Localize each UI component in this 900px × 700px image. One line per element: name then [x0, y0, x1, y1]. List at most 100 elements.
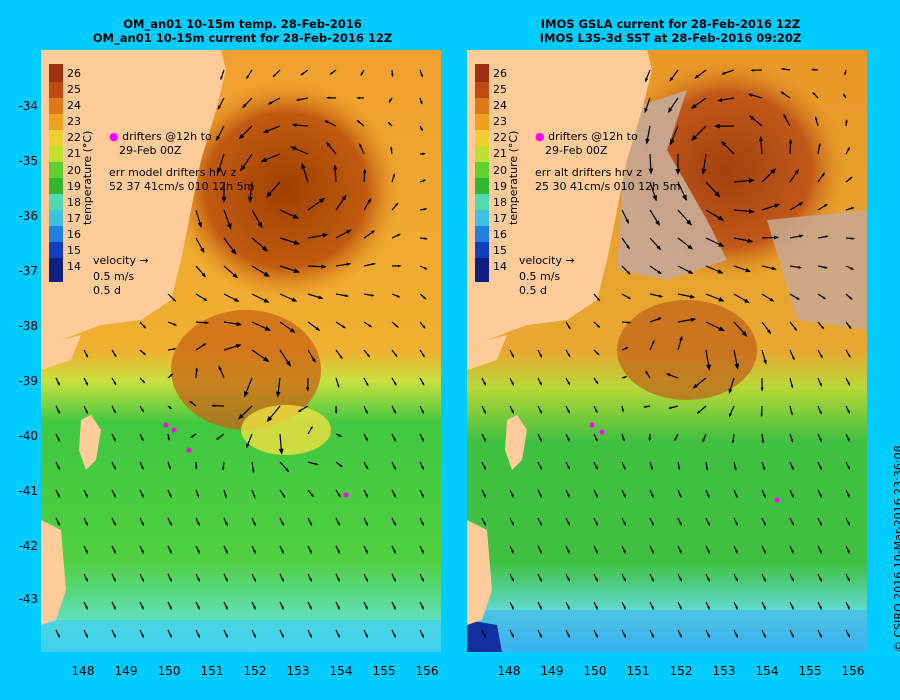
current-arrow-head-icon: [718, 326, 725, 332]
current-arrow-head-icon: [819, 578, 823, 583]
current-arrow-head-icon: [567, 353, 571, 358]
current-arrow-head-icon: [169, 606, 173, 611]
current-arrow-head-icon: [262, 128, 269, 133]
current-arrow-head-icon: [339, 355, 343, 360]
x-tick-label: 152: [669, 664, 693, 678]
current-arrow-head-icon: [690, 103, 697, 109]
current-arrow-head-icon: [261, 245, 269, 252]
current-arrow-head-icon: [293, 240, 301, 245]
current-arrow-head-icon: [847, 550, 851, 555]
current-arrow-head-icon: [539, 438, 543, 443]
current-arrow-head-icon: [728, 413, 732, 418]
current-arrow-head-icon: [567, 381, 571, 386]
current-arrow-head-icon: [648, 437, 651, 442]
current-arrow-head-icon: [253, 606, 257, 611]
current-arrow-head-icon: [204, 321, 210, 325]
current-arrow-head-icon: [717, 269, 724, 274]
left-map-svg: [41, 50, 441, 652]
current-arrow-head-icon: [215, 436, 220, 441]
current-arrow-head-icon: [847, 354, 851, 358]
current-arrow-head-icon: [748, 208, 755, 214]
current-arrow-head-icon: [391, 73, 394, 78]
current-arrow-head-icon: [799, 234, 804, 238]
current-arrow-head-icon: [262, 356, 270, 362]
current-arrow-head-icon: [847, 146, 850, 151]
current-arrow-head-icon: [420, 73, 423, 78]
current-arrow-head-icon: [675, 168, 681, 175]
current-arrow-head-icon: [780, 67, 785, 71]
current-arrow-head-icon: [225, 634, 229, 639]
current-arrow-head-icon: [309, 606, 313, 611]
current-arrow-head-icon: [195, 367, 198, 371]
current-arrow-head-icon: [390, 146, 393, 150]
current-arrow-head-icon: [57, 438, 61, 443]
drifter-legend-line2: 29-Feb 00Z: [119, 144, 182, 157]
current-arrow-head-icon: [113, 466, 116, 471]
colorbar-tick: 23: [67, 115, 81, 129]
current-arrow-head-icon: [595, 494, 598, 499]
x-tick-label: 153: [712, 664, 736, 678]
current-arrow-head-icon: [819, 606, 823, 611]
current-arrow-head-icon: [734, 467, 737, 471]
current-arrow-head-icon: [282, 494, 286, 499]
current-arrow-head-icon: [625, 347, 629, 350]
current-arrow-head-icon: [301, 162, 306, 170]
drifter-dot-icon: ●: [109, 130, 119, 143]
current-arrow-head-icon: [643, 405, 647, 408]
current-arrow-head-icon: [760, 413, 763, 418]
current-arrow-head-icon: [422, 152, 426, 156]
current-arrow-head-icon: [735, 578, 739, 583]
current-arrow-head-icon: [763, 359, 767, 365]
current-arrow-head-icon: [365, 382, 369, 387]
right-colorbar-ticks: 26 25 24 23 22 21 20 19 18 17 16 15 14: [493, 66, 507, 275]
current-arrow-head-icon: [226, 223, 232, 230]
current-arrow-head-icon: [567, 438, 570, 442]
current-arrow-head-icon: [225, 578, 229, 583]
current-arrow-head-icon: [848, 325, 852, 330]
land-island: [79, 415, 101, 470]
right-map-svg: [467, 50, 867, 652]
current-arrow-head-icon: [338, 434, 343, 437]
current-arrow-head-icon: [791, 634, 795, 639]
current-arrow-head-icon: [169, 373, 174, 377]
no-data-cloud: [767, 210, 867, 330]
current-arrow-head-icon: [763, 522, 766, 527]
drifters: [163, 422, 349, 498]
current-arrow-head-icon: [850, 267, 855, 270]
colorbar: [49, 64, 63, 282]
current-arrow-head-icon: [224, 494, 227, 499]
current-arrow-head-icon: [595, 380, 599, 385]
current-arrow-head-icon: [217, 105, 221, 110]
current-arrow-head-icon: [621, 408, 624, 413]
current-arrow-head-icon: [763, 578, 767, 583]
cold-water: [41, 620, 441, 652]
colorbar-tick: 14: [67, 260, 81, 274]
current-arrow-head-icon: [688, 269, 694, 274]
current-arrow-head-icon: [818, 142, 821, 147]
current-arrow-head-icon: [847, 438, 851, 443]
current-arrow-head-icon: [847, 382, 851, 387]
current-arrow-head-icon: [780, 91, 785, 95]
colorbar-tick: 16: [67, 227, 81, 241]
current-arrow-head-icon: [285, 360, 291, 367]
current-arrow-head-icon: [397, 264, 402, 268]
current-arrow-head-icon: [748, 178, 755, 184]
current-arrow-head-icon: [393, 438, 397, 443]
current-arrow-head-icon: [707, 578, 711, 583]
current-arrow-head-icon: [679, 634, 683, 639]
current-arrow-head-icon: [113, 606, 117, 611]
current-arrow-head-icon: [141, 466, 144, 470]
current-arrow-head-icon: [336, 384, 340, 389]
current-arrow-head-icon: [253, 522, 256, 527]
velocity-time: 0.5 d: [93, 284, 121, 297]
current-arrow-head-icon: [309, 522, 313, 527]
current-arrow-head-icon: [190, 435, 194, 439]
current-arrow-head-icon: [253, 550, 256, 555]
current-arrow-head-icon: [85, 354, 89, 358]
current-arrow-head-icon: [197, 550, 200, 555]
colorbar-tick: 18: [67, 195, 81, 209]
left-map-panel[interactable]: 26 25 24 23 22 21 20 19 18 17 16 15 14 t…: [41, 50, 441, 652]
current-arrow-head-icon: [238, 413, 244, 420]
right-map-panel[interactable]: 26 25 24 23 22 21 20 19 18 17 16 15 14 t…: [467, 50, 867, 652]
current-arrow-head-icon: [596, 324, 601, 328]
